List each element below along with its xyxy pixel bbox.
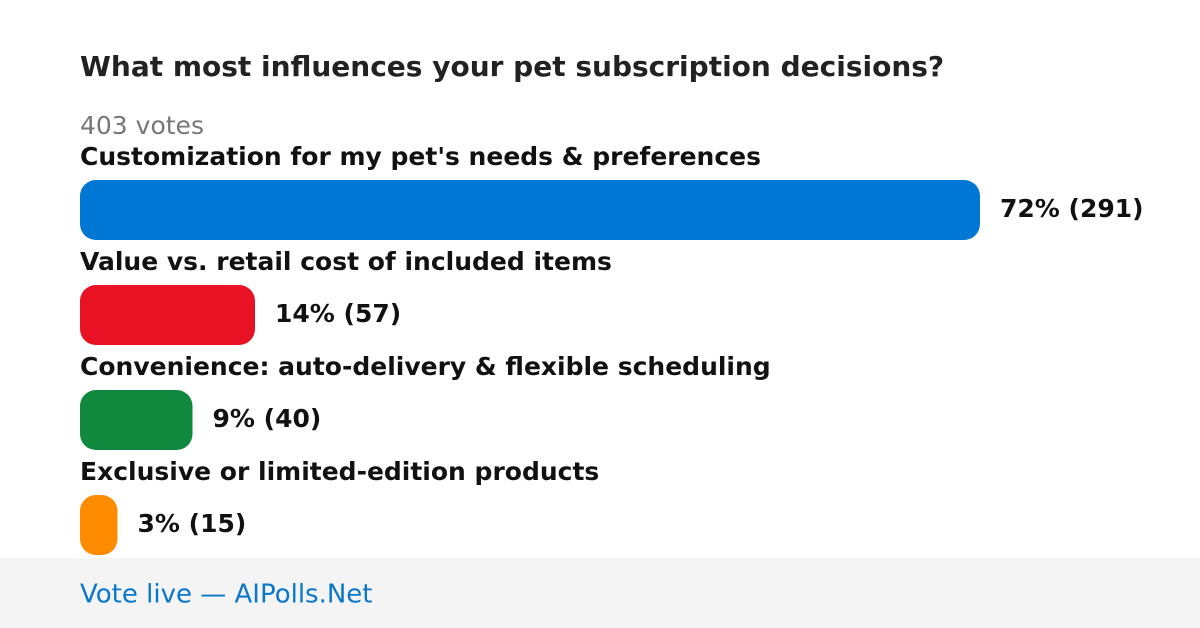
bar — [80, 495, 118, 555]
value-label: 72% (291) — [1000, 194, 1144, 223]
bar — [80, 285, 255, 345]
bar — [80, 180, 980, 240]
chart-title: What most influences your pet subscripti… — [80, 50, 944, 83]
value-label: 14% (57) — [275, 299, 401, 328]
option-label: Exclusive or limited-edition products — [80, 457, 599, 486]
footer-link[interactable]: Vote live — AIPolls.Net — [80, 580, 373, 610]
option-label: Convenience: auto-delivery & flexible sc… — [80, 352, 771, 381]
vote-count: 403 votes — [80, 111, 204, 140]
value-label: 3% (15) — [138, 509, 247, 538]
footer-band — [0, 558, 1200, 628]
option-label: Value vs. retail cost of included items — [80, 247, 612, 276]
value-label: 9% (40) — [213, 404, 322, 433]
bar — [80, 390, 193, 450]
option-label: Customization for my pet's needs & prefe… — [80, 142, 761, 171]
